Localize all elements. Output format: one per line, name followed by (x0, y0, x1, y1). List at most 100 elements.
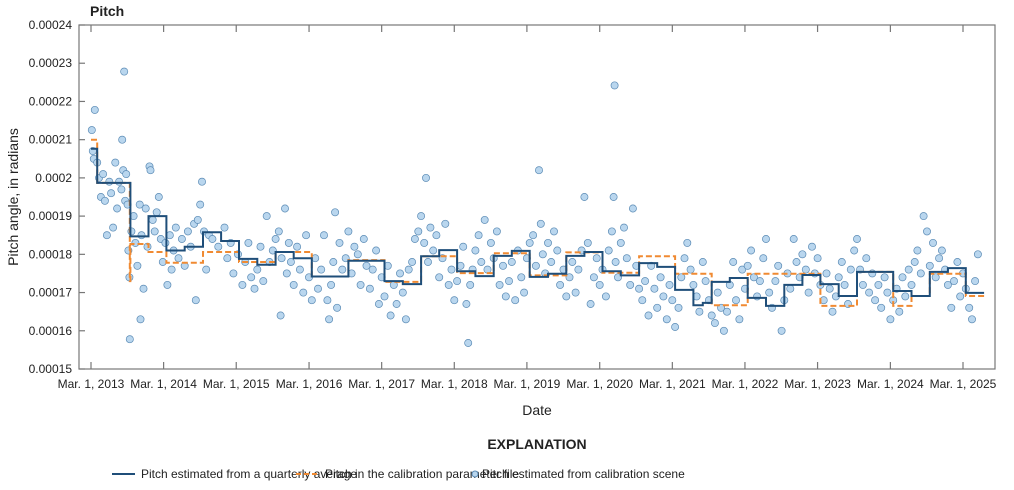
x-tick-label: Mar. 1, 2017 (348, 377, 415, 391)
legend-label-calibration-scene: Pitch estimated from calibration scene (482, 467, 685, 481)
x-tick-label: Mar. 1, 2025 (930, 377, 997, 391)
scatter-point (877, 303, 886, 312)
scatter-point (665, 280, 674, 289)
scatter-point (650, 284, 659, 293)
scatter-point (401, 315, 410, 324)
y-tick-label: 0.00016 (29, 324, 73, 338)
x-tick-label: Mar. 1, 2018 (421, 377, 488, 391)
scatter-point (486, 238, 495, 247)
scatter-point (749, 273, 758, 282)
scatter-point (607, 227, 616, 236)
scatter-point (729, 258, 738, 266)
scatter-point (713, 288, 722, 297)
scatter-point (480, 215, 489, 224)
scatter-point (798, 250, 807, 259)
scatter-point (464, 339, 473, 347)
scatter-point (353, 250, 362, 259)
scatter-point (238, 280, 247, 289)
scatter-point (462, 300, 471, 308)
scatter-point (137, 231, 146, 240)
x-tick-label: Mar. 1, 2019 (494, 377, 561, 391)
y-tick-label: 0.00022 (29, 94, 73, 108)
scatter-point (171, 223, 180, 232)
scatter-point (792, 258, 801, 266)
scatter-point (417, 212, 426, 221)
scatter-point (158, 258, 167, 266)
scatter-point (786, 284, 795, 293)
scatter-point (616, 238, 625, 247)
scatter-point (858, 280, 867, 289)
scatter-point (904, 265, 913, 274)
scatter-point (595, 280, 604, 289)
scatter-point (901, 292, 910, 301)
scatter-point (822, 269, 831, 278)
scatter-point (208, 235, 217, 243)
scatter-point (825, 284, 834, 293)
scatter-point (499, 261, 507, 270)
y-tick-label: 0.00017 (29, 286, 73, 300)
x-tick-label: Mar. 1, 2014 (130, 377, 197, 391)
scatter-point (392, 300, 401, 308)
scatter-point (520, 288, 529, 297)
scatter-point (674, 303, 683, 312)
scatter-point (846, 265, 855, 274)
scatter-point (333, 303, 342, 312)
scatter-point (586, 300, 595, 308)
scatter-point (356, 280, 365, 289)
scatter-point (538, 250, 547, 259)
scatter-point (277, 254, 286, 263)
scatter-point (662, 315, 671, 324)
scatter-point (398, 288, 407, 297)
scatter-point (474, 231, 483, 240)
scatter-point (898, 273, 907, 282)
scatter-point (191, 296, 200, 305)
scatter-point (111, 158, 120, 167)
scatter-point (262, 212, 271, 221)
scatter-point (604, 246, 613, 255)
scatter-point (380, 292, 389, 301)
scatter-point (653, 303, 662, 312)
scatter-point (837, 258, 846, 266)
scatter-point (453, 277, 462, 286)
scatter-point (314, 284, 322, 293)
scatter-point (466, 280, 475, 289)
scatter-point (565, 273, 574, 282)
scatter-point (295, 265, 304, 274)
scatter-point (432, 231, 441, 240)
scatter-point (620, 223, 628, 232)
scatter-point (167, 265, 176, 274)
scatter-point (250, 284, 259, 293)
scatter-point (459, 242, 468, 251)
scatter-point (505, 277, 513, 286)
scatter-point (150, 227, 159, 236)
scatter-point (350, 242, 359, 251)
scatter-point (723, 307, 731, 316)
scatter-point (410, 235, 419, 243)
scatter-point (562, 292, 571, 301)
scatter-point (214, 242, 223, 251)
scatter-point (568, 258, 577, 266)
scatter-point (117, 185, 126, 194)
scatter-point (327, 280, 336, 289)
scatter-point (529, 231, 538, 240)
scatter-point (368, 265, 377, 274)
scatter-point (550, 227, 558, 236)
scatter-point (659, 292, 668, 301)
scatter-point (133, 261, 142, 270)
chart-title: Pitch (90, 3, 124, 19)
scatter-point (120, 67, 129, 76)
scatter-point (668, 296, 677, 305)
scatter-point (865, 288, 874, 297)
scatter-point (868, 269, 877, 278)
scatter-point (719, 326, 728, 335)
scatter-point (840, 280, 849, 289)
scatter-point (686, 265, 695, 274)
scatter-point (362, 261, 371, 270)
scatter-point (268, 246, 277, 255)
scatter-point (492, 227, 501, 236)
scatter-point (317, 265, 326, 274)
scatter-point (707, 311, 716, 320)
scatter-point (115, 177, 124, 186)
y-axis: 0.00015 0.00016 0.00017 0.00018 0.00019 0.000… (29, 18, 85, 376)
scatter-point (122, 170, 131, 179)
